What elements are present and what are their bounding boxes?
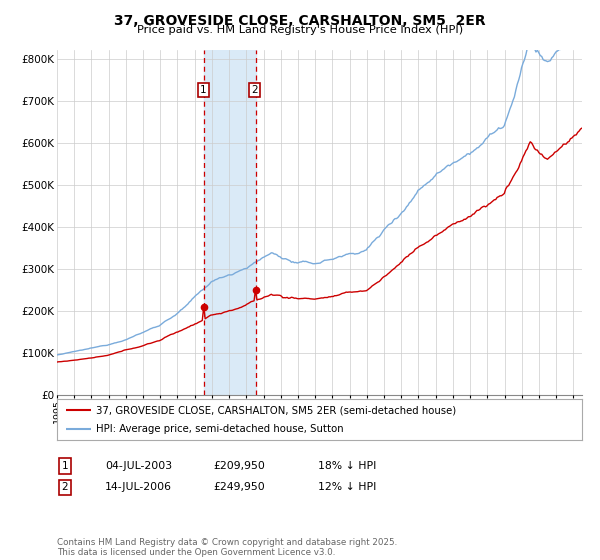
Bar [204, 50, 256, 395]
Text: HPI: Average price, semi-detached house, Sutton: HPI: Average price, semi-detached house,… [97, 424, 344, 433]
Text: Price paid vs. HM Land Registry's House Price Index (HPI): Price paid vs. HM Land Registry's House … [137, 25, 463, 35]
Text: 2: 2 [251, 85, 258, 95]
Text: £209,950: £209,950 [213, 461, 265, 471]
Text: 2: 2 [61, 482, 68, 492]
Text: Contains HM Land Registry data © Crown copyright and database right 2025.
This d: Contains HM Land Registry data © Crown c… [57, 538, 397, 557]
Text: 12% ↓ HPI: 12% ↓ HPI [318, 482, 376, 492]
Text: 18% ↓ HPI: 18% ↓ HPI [318, 461, 376, 471]
Text: 1: 1 [200, 85, 206, 95]
Text: 37, GROVESIDE CLOSE, CARSHALTON, SM5 2ER (semi-detached house): 37, GROVESIDE CLOSE, CARSHALTON, SM5 2ER… [97, 405, 457, 415]
Text: £249,950: £249,950 [213, 482, 265, 492]
Text: 1: 1 [61, 461, 68, 471]
Text: 04-JUL-2003: 04-JUL-2003 [105, 461, 172, 471]
Text: 14-JUL-2006: 14-JUL-2006 [105, 482, 172, 492]
Text: 37, GROVESIDE CLOSE, CARSHALTON, SM5  2ER: 37, GROVESIDE CLOSE, CARSHALTON, SM5 2ER [114, 14, 486, 28]
